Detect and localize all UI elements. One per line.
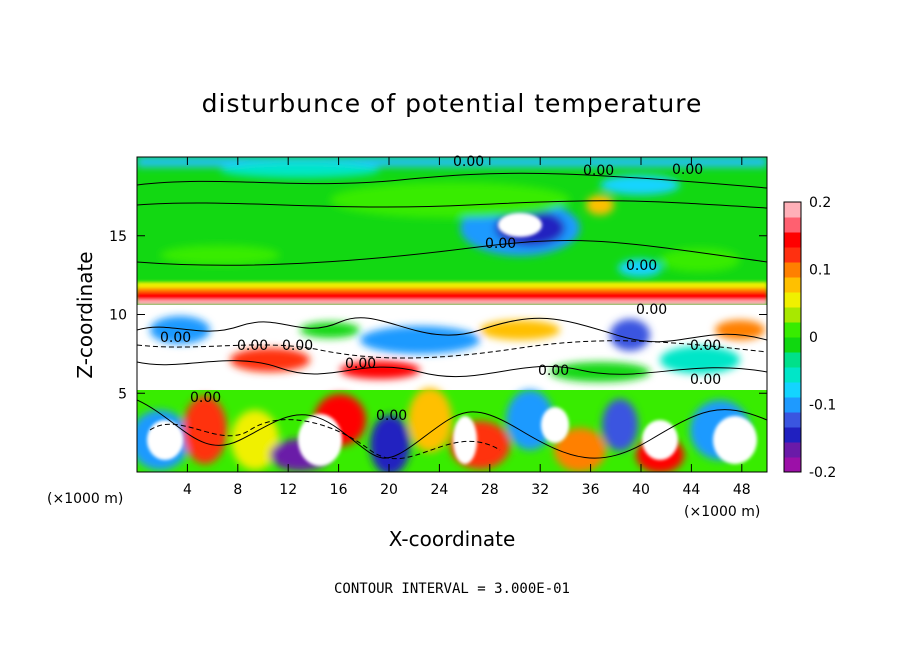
- x-unit-left: (×1000 m): [47, 491, 123, 507]
- contour-label: 0.00: [690, 372, 721, 388]
- contour-label: 0.00: [376, 408, 407, 424]
- colorbar: [783, 201, 802, 473]
- contour-label: 0.00: [485, 236, 516, 252]
- x-tick-label: 32: [531, 482, 549, 498]
- contour-label: 0.00: [636, 302, 667, 318]
- contour-label: 0.00: [690, 338, 721, 354]
- x-tick-label: 20: [380, 482, 398, 498]
- x-tick-label: 36: [582, 482, 600, 498]
- colorbar-swatch: [784, 277, 801, 293]
- colorbar-swatch: [784, 352, 801, 368]
- x-tick-label: 12: [279, 482, 297, 498]
- colorbar-swatch: [784, 397, 801, 413]
- x-unit-right: (×1000 m): [684, 504, 760, 520]
- y-tick-label: 10: [109, 308, 127, 324]
- plot-field: [137, 157, 767, 472]
- contour-label: 0.00: [626, 258, 657, 274]
- contour-label: 0.00: [237, 338, 268, 354]
- colorbar-tick-label: -0.2: [809, 465, 836, 481]
- x-tick-label: 4: [183, 482, 192, 498]
- colorbar-ticks: 0.2 0.1 0 -0.1 -0.2: [809, 195, 836, 481]
- contour-label: 0.00: [672, 162, 703, 178]
- contour-label: 0.00: [282, 338, 313, 354]
- colorbar-swatch: [784, 307, 801, 323]
- colorbar-swatch: [784, 217, 801, 233]
- contour-label: 0.00: [453, 154, 484, 170]
- contour-label: 0.00: [583, 163, 614, 179]
- y-axis-label: Z-coordinate: [73, 251, 97, 378]
- chart-title: disturbunce of potential temperature: [202, 89, 703, 118]
- contour-interval-note: CONTOUR INTERVAL = 3.000E-01: [334, 581, 570, 597]
- colorbar-swatch: [784, 442, 801, 458]
- x-tick-label: 40: [632, 482, 650, 498]
- colorbar-tick-label: 0.1: [809, 263, 831, 279]
- colorbar-swatch: [784, 322, 801, 338]
- colorbar-swatch: [784, 232, 801, 248]
- contour-label: 0.00: [160, 330, 191, 346]
- x-axis-label: X-coordinate: [389, 527, 516, 551]
- y-tick-label: 15: [109, 229, 127, 245]
- contour-label: 0.00: [538, 363, 569, 379]
- colorbar-tick-label: 0.2: [809, 195, 831, 211]
- x-tick-label: 48: [733, 482, 751, 498]
- colorbar-swatch: [784, 367, 801, 383]
- colorbar-swatch: [784, 247, 801, 263]
- x-tick-label: 16: [330, 482, 348, 498]
- colorbar-swatch: [784, 412, 801, 428]
- y-tick-label: 5: [118, 386, 127, 402]
- x-tick-label: 44: [682, 482, 700, 498]
- x-tick-label: 24: [430, 482, 448, 498]
- colorbar-swatch: [784, 292, 801, 308]
- x-tick-label: 28: [481, 482, 499, 498]
- colorbar-swatch: [784, 202, 801, 218]
- colorbar-frame: [783, 201, 802, 473]
- colorbar-swatch: [784, 382, 801, 398]
- y-axis-ticks: 5 10 15: [109, 229, 767, 402]
- colorbar-swatch: [784, 337, 801, 353]
- colorbar-tick-label: 0: [809, 330, 818, 346]
- x-tick-label: 8: [233, 482, 242, 498]
- contour-label: 0.00: [190, 390, 221, 406]
- colorbar-swatch: [784, 457, 801, 473]
- colorbar-swatch: [784, 262, 801, 278]
- contour-label: 0.00: [345, 356, 376, 372]
- contour-labels: 0.00 0.00 0.00 0.00 0.00 0.00 0.00 0.00 …: [160, 154, 721, 424]
- colorbar-tick-label: -0.1: [809, 398, 836, 414]
- colorbar-swatch: [784, 427, 801, 443]
- x-axis-ticks: 4 8 12 16 20 24 28 32 36 40 44 48: [183, 157, 751, 498]
